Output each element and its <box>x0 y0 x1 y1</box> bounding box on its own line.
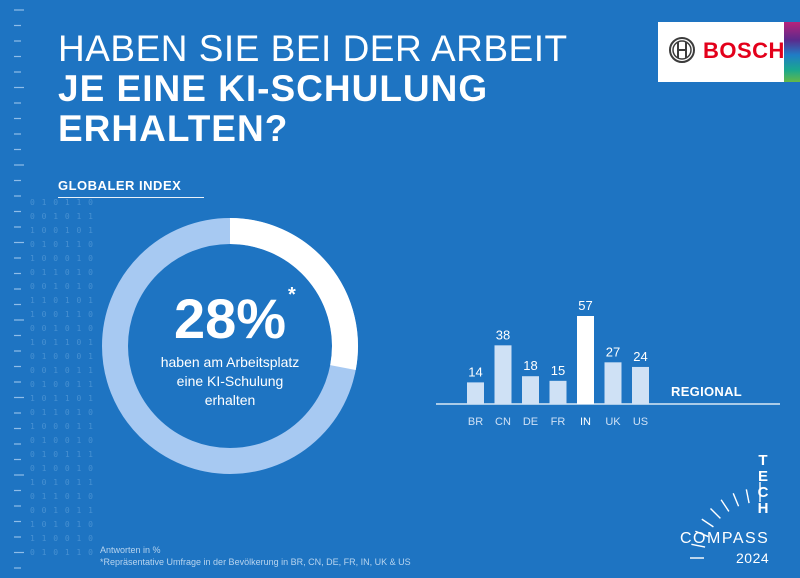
title-line-3: ERHALTEN? <box>58 108 289 149</box>
bar-category-label: US <box>633 416 648 428</box>
global-index-label: GLOBALER INDEX <box>58 178 182 193</box>
tech-letters: T E C H <box>756 453 770 517</box>
title-line-1: HABEN SIE BEI DER ARBEIT <box>58 28 568 69</box>
tech-letter-t: T <box>758 452 768 469</box>
bar-value-label: 57 <box>578 298 592 313</box>
donut-asterisk: * <box>288 284 296 306</box>
tech-letter-e: E <box>757 468 768 485</box>
bar-category-label: UK <box>605 416 621 428</box>
bar-fr <box>549 380 567 404</box>
compass-tick <box>710 508 721 519</box>
title-line-2: JE EINE KI-SCHULUNG <box>58 68 489 109</box>
bar-uk <box>604 362 622 404</box>
compass-arc-decoration <box>690 482 761 559</box>
tech-letter-h: H <box>757 500 769 517</box>
bar-de <box>522 376 539 404</box>
donut-chart <box>102 218 358 474</box>
bar-value-label: 15 <box>551 363 565 378</box>
donut-caption-line-1: haben am Arbeitsplatz <box>160 354 300 370</box>
bar-value-label: 27 <box>606 344 620 359</box>
logo-box <box>658 22 800 82</box>
bar-value-label: 38 <box>496 327 510 342</box>
compass-tick <box>695 530 709 538</box>
tech-letter-c: C <box>757 484 769 501</box>
bar-in <box>577 316 594 404</box>
bosch-armature-icon <box>669 37 695 63</box>
bar-category-label: CN <box>495 416 511 428</box>
bar-value-label: 18 <box>523 358 537 373</box>
binary-decoration: 0 1 0 1 1 0 0 0 1 0 1 1 1 0 0 1 0 1 0 1 … <box>30 198 94 557</box>
compass-tick <box>701 518 714 528</box>
donut-caption-line-2: eine KI-Schulung <box>176 373 284 389</box>
logo-wordmark: BOSCH <box>703 38 785 63</box>
bar-category-label: BR <box>468 416 483 428</box>
bar-us <box>632 366 649 404</box>
bar-value-label: 14 <box>468 364 482 379</box>
donut-caption: haben am Arbeitsplatz eine KI-Schulung e… <box>140 353 320 410</box>
footnote-line-2: *Repräsentative Umfrage in der Bevölkeru… <box>100 557 411 567</box>
bar-category-label: IN <box>580 416 591 428</box>
compass-tick <box>732 493 740 507</box>
compass-tick <box>720 499 730 512</box>
logo-color-stripe <box>784 22 800 82</box>
donut-caption-line-3: erhalten <box>204 392 256 408</box>
compass-wordmark: COMPASS <box>680 530 770 547</box>
bar-category-label: FR <box>551 416 566 428</box>
bar-value-label: 24 <box>633 349 647 364</box>
footnote-line-1: Antworten in % <box>100 545 161 555</box>
donut-value: 28% <box>173 287 287 350</box>
compass-tick <box>745 489 750 504</box>
bar-category-label: DE <box>523 416 538 428</box>
footnote: Antworten in % *Repräsentative Umfrage i… <box>100 544 411 568</box>
global-index-rule <box>58 197 204 198</box>
regional-label: REGIONAL <box>671 384 743 399</box>
bar-br <box>467 382 484 404</box>
year: 2024 <box>736 550 770 566</box>
compass-tick <box>691 543 706 548</box>
left-ruler-decoration <box>14 9 24 569</box>
donut-segment-highlight <box>229 218 358 370</box>
bar-cn <box>494 345 512 404</box>
